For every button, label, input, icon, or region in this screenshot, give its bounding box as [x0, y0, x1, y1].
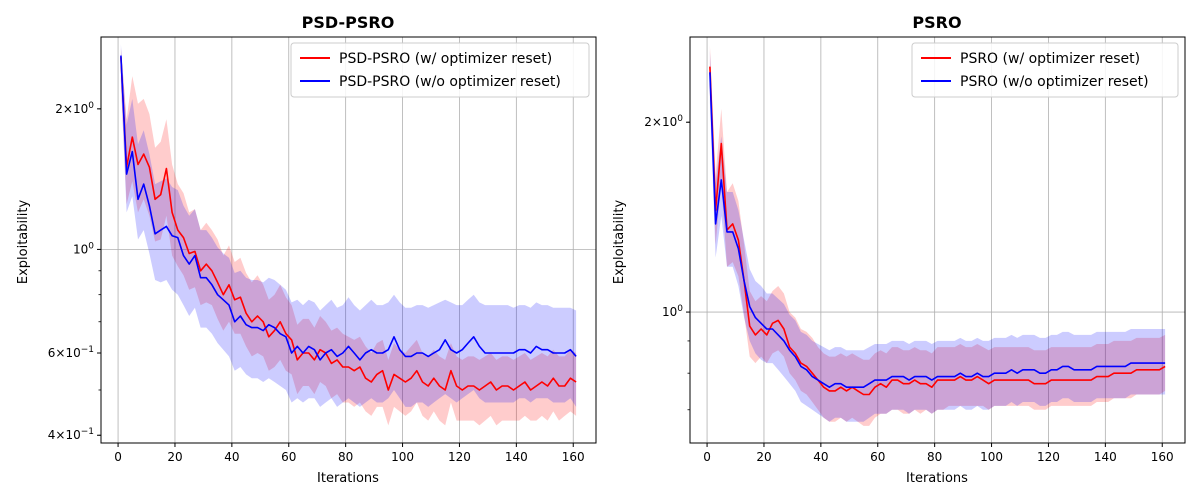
right-panel: PSRO Iterations Exploitability 0 20 40 60 80…: [612, 13, 1186, 486]
right-y-axis-label: Exploitability: [612, 200, 627, 285]
left-y-tick-exponent: −1: [81, 427, 94, 437]
left-axes-frame: [100, 36, 597, 444]
right-x-tick-label: 40: [813, 450, 828, 464]
right-legend-label: PSRO (w/ optimizer reset): [960, 51, 1140, 67]
left-y-tick-exponent: −1: [81, 345, 94, 355]
right-line-without-reset: [709, 72, 1166, 389]
right-x-tick-label: 0: [703, 450, 711, 464]
left-legend: PSD-PSRO (w/ optimizer reset) PSD-PSRO (w…: [290, 42, 590, 98]
left-x-tick-label: 80: [338, 450, 353, 464]
left-legend-box: [290, 42, 590, 98]
right-band-with-reset: [709, 45, 1166, 426]
left-x-axis-label: Iterations: [317, 471, 379, 486]
right-legend-label: PSRO (w/o optimizer reset): [960, 74, 1149, 90]
right-y-tick-exponent: 0: [677, 304, 683, 314]
left-title: PSD-PSRO: [302, 13, 395, 32]
right-x-tick-label: 60: [870, 450, 885, 464]
left-x-tick-label: 20: [167, 450, 182, 464]
left-x-tick-label: 100: [391, 450, 414, 464]
right-band-without-reset: [709, 50, 1166, 422]
right-legend-box: [911, 42, 1179, 98]
right-x-tick-label: 20: [756, 450, 771, 464]
left-legend-label: PSD-PSRO (w/o optimizer reset): [339, 74, 561, 90]
left-panel: PSD-PSRO Iterations Exploitability 0 20 40…: [16, 13, 597, 486]
left-band-without-reset: [120, 44, 577, 407]
left-y-axis-label: Exploitability: [16, 200, 31, 285]
right-line-with-reset: [709, 66, 1166, 396]
right-x-axis-label: Iterations: [906, 471, 968, 486]
left-y-tick-exponent: 0: [88, 241, 94, 251]
left-line-with-reset: [120, 57, 577, 391]
left-x-tick-label: 140: [505, 450, 528, 464]
right-legend: PSRO (w/ optimizer reset) PSRO (w/o optim…: [911, 42, 1179, 98]
right-title: PSRO: [912, 13, 961, 32]
left-x-tick-label: 160: [562, 450, 585, 464]
left-line-without-reset: [120, 55, 577, 361]
left-x-tick-label: 120: [448, 450, 471, 464]
right-x-tick-label: 160: [1151, 450, 1174, 464]
right-x-tick-label: 120: [1037, 450, 1060, 464]
right-x-tick-label: 140: [1094, 450, 1117, 464]
right-x-tick-label: 100: [980, 450, 1003, 464]
left-y-tick-exponent: 0: [88, 101, 94, 111]
left-x-tick-label: 40: [224, 450, 239, 464]
right-axes-frame: [689, 36, 1186, 444]
right-y-tick-label: 2×100: [644, 114, 683, 129]
right-y-tick-exponent: 0: [677, 114, 683, 124]
right-x-tick-label: 80: [927, 450, 942, 464]
left-band-with-reset: [120, 48, 577, 426]
left-legend-label: PSD-PSRO (w/ optimizer reset): [339, 51, 552, 67]
left-x-tick-label: 60: [281, 450, 296, 464]
left-y-tick-label: 2×100: [55, 101, 94, 116]
left-x-tick-label: 0: [114, 450, 122, 464]
